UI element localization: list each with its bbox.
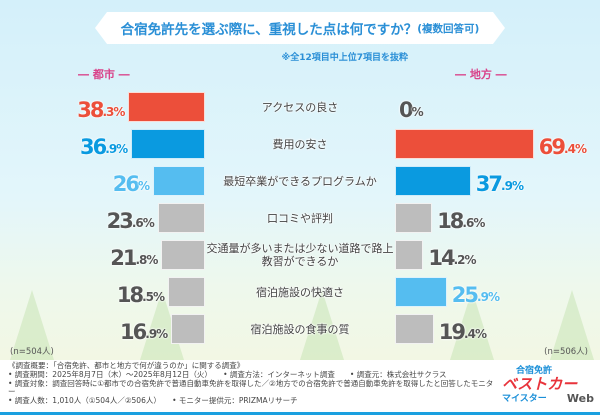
left-bar [157, 203, 205, 233]
tree-decoration [550, 290, 594, 360]
left-value-label: 21.8% [110, 246, 158, 270]
left-value-label: 26% [112, 172, 150, 196]
right-value-label: 19.4% [438, 320, 487, 344]
left-bar [128, 92, 205, 122]
left-value-label: 18.5% [116, 283, 165, 307]
category-label: 宿泊施設の食事の質 [250, 322, 350, 336]
footer-line: • 調査対象：調査回答時に①都市での合宿免許で普通自動車免許を取得した／②地方で… [8, 378, 494, 397]
left-series-label: ― 都市 ― [78, 68, 130, 81]
logo-text: 合宿免許 [516, 366, 553, 376]
title-text: 合宿免許先を選ぶ際に、重視した点は何ですか？ [120, 22, 418, 38]
right-series-label: ― 地方 ― [455, 68, 507, 81]
footer-text: 《調査概要：「合宿免許、都市と地方で何が違うのか」に関する調査》 • 調査期間：… [8, 361, 500, 406]
logo-text: ベストカー [502, 375, 578, 393]
footer-line: 《調査概要：「合宿免許、都市と地方で何が違うのか」に関する調査》 [8, 361, 245, 370]
left-value-label: 16.9% [120, 320, 168, 344]
tree-decoration [10, 290, 54, 360]
title-suffix: (複数回答可) [417, 22, 480, 35]
right-bar [395, 129, 534, 159]
right-value-label: 0% [399, 98, 424, 122]
tree-decoration [450, 290, 494, 360]
right-value-label: 69.4% [538, 135, 587, 159]
right-bar [395, 240, 424, 270]
logo: 合宿免許 ベストカー マイスター Web [502, 366, 594, 406]
logo-text: Web [566, 392, 594, 405]
right-value-label: 14.2% [428, 246, 476, 270]
category-label: 口コミや評判 [267, 211, 333, 225]
right-bar [395, 314, 434, 344]
category-label: 費用の安さ [272, 137, 328, 151]
left-bar [153, 166, 205, 196]
footer-line: • 調査期間：2025年8月7日（木）～2025年8月12日（火） • 調査方法… [8, 369, 447, 379]
left-bar [131, 129, 205, 159]
survey-footer: 《調査概要：「合宿免許、都市と地方で何が違うのか」に関する調査》 • 調査期間：… [0, 360, 600, 415]
note: ※全12項目中上位7項目を抜粋 [281, 53, 408, 63]
right-bar [395, 166, 471, 196]
footer-line: • 調査人数：1,010人（①504人／②506人） • モニター提供元：PRI… [8, 396, 298, 406]
right-bar [395, 277, 447, 307]
left-bar [161, 240, 205, 270]
right-value-label: 37.9% [475, 172, 524, 196]
left-value-label: 23.6% [106, 209, 155, 233]
left-bar [168, 277, 205, 307]
category-label: アクセスの良さ [261, 100, 339, 114]
right-value-label: 25.9% [451, 283, 500, 307]
chart-area: 合宿免許先を選ぶ際に、重視した点は何ですか？ (複数回答可) ※全12項目中上位7… [0, 0, 600, 360]
left-value-label: 38.3% [77, 98, 125, 122]
chart-title: 合宿免許先を選ぶ際に、重視した点は何ですか？ (複数回答可) [95, 12, 505, 44]
left-n-label: (n=504人) [10, 347, 54, 357]
right-n-label: (n=506人) [544, 347, 588, 357]
left-value-label: 36.9% [80, 135, 128, 159]
right-bar [395, 203, 433, 233]
category-label: 交通量が多いまたは少ない道路で路上教習ができるか [206, 242, 394, 268]
right-value-label: 18.6% [437, 209, 485, 233]
left-bar [171, 314, 205, 344]
category-label: 宿泊施設の快適さ [256, 285, 344, 299]
logo-text: マイスター [502, 394, 547, 404]
tree-decoration [300, 290, 344, 360]
category-label: 最短卒業ができるプログラムか [223, 174, 377, 188]
